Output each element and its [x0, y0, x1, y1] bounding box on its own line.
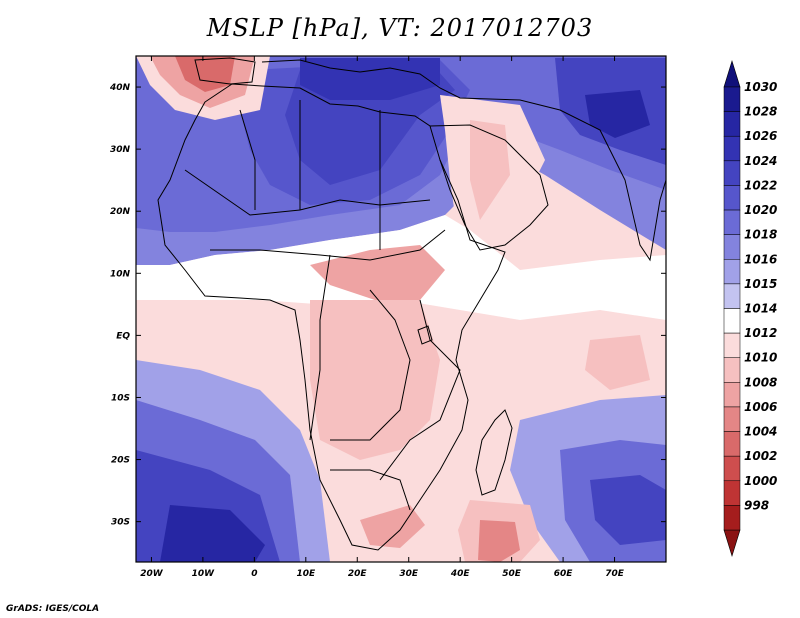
africa-coastline [157, 83, 506, 551]
colorbar-swatch [723, 406, 741, 432]
border-southern [330, 469, 411, 511]
colorbar-label: 1015 [744, 277, 777, 291]
field-asian-high-core [585, 90, 650, 138]
colorbar-label: 1024 [744, 154, 777, 168]
lat-tick-label: 20S [111, 456, 130, 466]
colorbar-label: 1030 [744, 80, 777, 94]
lon-tick-label: 50E [502, 569, 522, 579]
lon-tick-label: 30E [399, 569, 419, 579]
border-east [379, 299, 461, 481]
field-arabian-trough-inner [470, 120, 510, 220]
lat-tick-label: 40N [109, 83, 131, 93]
lon-tick-label: 20W [140, 569, 164, 579]
colorbar-label: 1016 [744, 252, 777, 266]
colorbar-label: 1006 [744, 400, 777, 414]
colorbar-swatch [723, 111, 741, 137]
colorbar-label: 1012 [744, 326, 777, 340]
colorbar-label: 1020 [744, 203, 777, 217]
lon-tick-label: 60E [554, 569, 574, 579]
colorbar-swatch [723, 308, 741, 334]
colorbar-label: 1004 [744, 425, 777, 439]
colorbar-swatch [723, 357, 741, 383]
lon-tick-label: 40E [450, 569, 471, 579]
lon-tick-label: 10W [192, 569, 216, 579]
border-central-2 [330, 289, 411, 441]
pressure-field [136, 56, 666, 562]
colorbar-label: 1028 [744, 105, 777, 119]
lon-tick-label: 0 [251, 569, 257, 579]
map-title: MSLP [hPa], VT: 2017012703 [206, 14, 594, 42]
colorbar-swatch [723, 332, 741, 358]
colorbar-label: 1014 [744, 302, 777, 316]
colorbar-bottom-cap [723, 529, 741, 558]
border-sahara-2 [239, 109, 256, 210]
colorbar-swatch [723, 480, 741, 506]
border-sahara-1 [184, 169, 431, 216]
lon-tick-label: 20E [348, 569, 368, 579]
lat-tick-label: 30N [110, 145, 131, 155]
colorbar-label: 1002 [744, 449, 777, 463]
colorbar: 1030 1028 1026 1024 1022 1020 1018 1016 1015 1014… [723, 59, 777, 558]
field-central-africa-low [310, 300, 440, 460]
longitude-axis: 20W 10W 0 10E 20E 30E 40E 50E 60E 70E [140, 56, 625, 579]
colorbar-swatch [723, 283, 741, 309]
grads-credit: GrADS: IGES/COLA [6, 604, 100, 614]
eurasia-coastline [261, 59, 666, 262]
colorbar-swatch [723, 135, 741, 162]
colorbar-label: 1010 [744, 351, 777, 365]
lat-tick-label: 30S [111, 518, 130, 528]
field-mozambique-low-core [478, 520, 520, 562]
arabia-coastline [429, 124, 549, 251]
iberia-coastline [194, 57, 256, 85]
colorbar-swatch [723, 382, 741, 408]
field-indian-ocean-high-core [590, 475, 666, 545]
latitude-axis: 40N 30N 20N 10N EQ 10S 20S 30S [109, 83, 666, 528]
madagascar-coastline [475, 409, 513, 496]
colorbar-label: 998 [744, 498, 769, 512]
colorbar-label: 1018 [744, 228, 777, 242]
field-southern-africa-trough [360, 505, 425, 548]
field-indian-ocean-low-patch [585, 335, 650, 390]
colorbar-swatch [723, 86, 741, 112]
colorbar-swatch [723, 259, 741, 285]
lake-victoria [417, 325, 433, 345]
field-sudan-low [310, 245, 445, 305]
colorbar-label: 1008 [744, 375, 777, 389]
coastlines [157, 57, 666, 551]
colorbar-top-cap [723, 59, 741, 88]
colorbar-swatch [723, 234, 741, 260]
colorbar-swatch [723, 431, 741, 457]
colorbar-label: 1026 [744, 129, 777, 143]
colorbar-label: 1022 [744, 178, 777, 192]
lat-tick-label: 10S [111, 393, 130, 403]
colorbar-swatch [723, 209, 741, 235]
border-sahel [210, 229, 446, 261]
colorbar-label: 1000 [744, 474, 777, 488]
colorbar-swatch [723, 455, 741, 482]
lat-tick-label: 10N [110, 269, 131, 279]
lat-tick-label: EQ [116, 331, 130, 341]
lon-tick-label: 70E [605, 569, 625, 579]
lat-tick-label: 20N [110, 207, 131, 217]
field-south-atlantic-high-center [160, 505, 265, 562]
colorbar-swatch [723, 505, 741, 531]
plot-frame [135, 55, 667, 563]
lon-tick-label: 10E [296, 569, 316, 579]
colorbar-swatch [723, 185, 741, 211]
colorbar-swatch [723, 160, 741, 186]
border-central-1 [309, 254, 331, 441]
